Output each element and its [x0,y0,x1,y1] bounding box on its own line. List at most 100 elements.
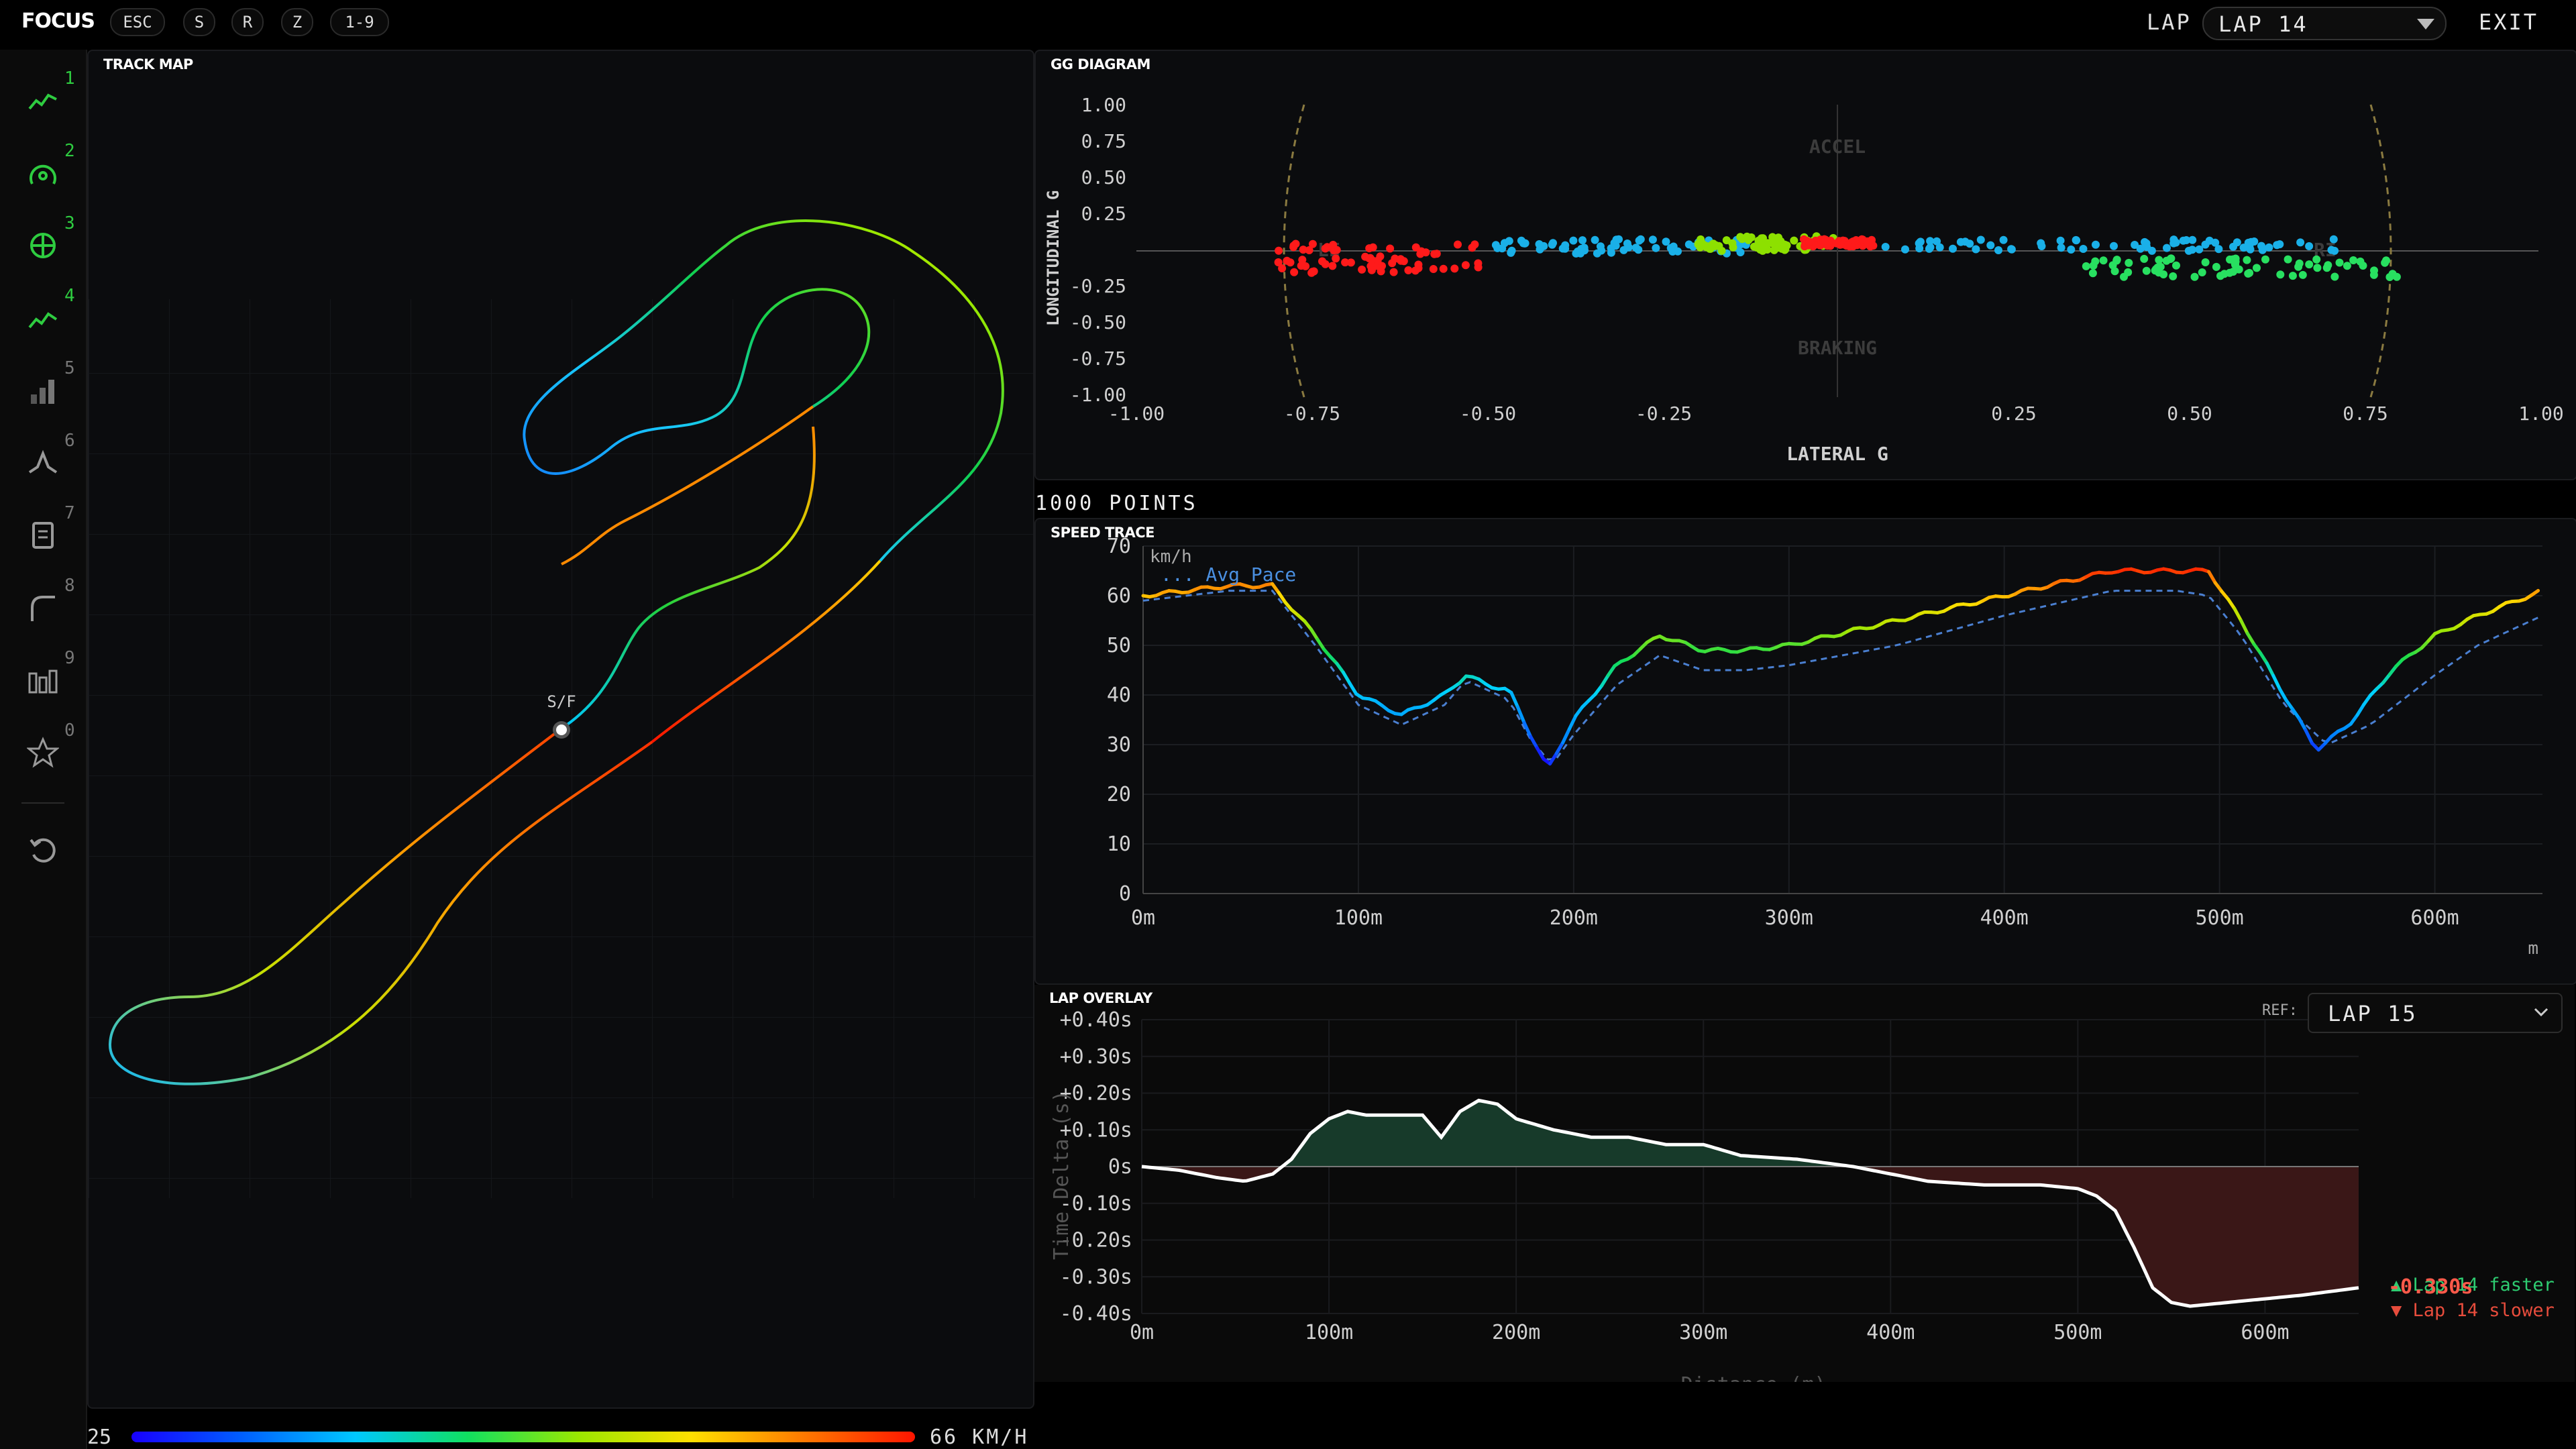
gg-point [2099,256,2108,265]
peak-icon[interactable] [27,447,59,479]
shortcut-esc[interactable]: ESC [110,8,165,36]
crosshair-icon[interactable] [27,229,59,262]
gg-point [1674,247,1682,256]
gg-point [2092,240,2100,249]
shortcut-r[interactable]: R [231,8,264,36]
speed-segment [1529,735,1539,750]
gg-point [2108,261,2117,270]
gg-point [2057,244,2065,252]
speed-unit-label: km/h [1150,547,1192,567]
lap-overlay-chart[interactable]: +0.40s +0.30s +0.20s +0.10s 0s -0.10s -0… [1034,985,2575,1382]
gg-point [2172,261,2180,270]
speed-segment [1348,682,1358,696]
line-chart-icon[interactable] [27,85,59,117]
gg-y-tick: -0.75 [1070,347,1126,370]
gg-y-tick: -0.25 [1070,275,1126,297]
gg-point [1439,264,1448,273]
gg-point [1933,237,1941,246]
undo-icon[interactable] [27,835,59,867]
gg-point [1935,243,1944,252]
speed-x-tick: 500m [2195,906,2243,930]
speed-segment [1509,690,1519,709]
shortcut-z[interactable]: Z [281,8,313,36]
gg-point [1520,239,1529,248]
speed-y-tick: 10 [1107,833,1131,856]
track-map-panel: TRACK MAP [87,50,1034,1409]
shortcut-s[interactable]: S [183,8,215,36]
gg-point [2179,236,2188,245]
speed-segment [1554,741,1565,755]
ref-label: REF: [2262,1002,2298,1019]
speed-trace-chart[interactable]: km/h ... Avg Pace 70 60 50 40 30 20 10 0… [1036,519,2576,983]
sidebar-num-5: 5 [64,358,75,378]
gg-point [2112,256,2121,264]
sidebar-num-3: 3 [64,213,75,233]
speed-segment [2239,619,2249,635]
gg-point [2079,245,2088,253]
gg-point [1577,245,1586,253]
gg-point [1754,236,1763,245]
gg-point [2089,262,2098,270]
speed-segment [2381,673,2392,685]
avg-pace-line [1142,590,2539,761]
gg-point [1976,235,1985,244]
sidebar-num-7: 7 [64,503,75,523]
star-icon[interactable] [27,737,59,769]
ref-lap-select[interactable]: LAP 15 [2308,993,2563,1033]
corner-icon[interactable] [27,592,59,624]
gg-x-tick: 0.25 [1991,402,2036,425]
speed-y-tick: 60 [1107,584,1131,608]
gg-point [2125,258,2133,267]
overlay-x-tick: 200m [1492,1321,1540,1344]
gg-point [1593,249,1601,258]
gg-accel-label: ACCEL [1809,136,1866,158]
gg-point [2212,262,2220,271]
gg-point [1450,264,1459,273]
gg-point [1275,246,1283,255]
overlay-y-tick: +0.40s [1060,1008,1132,1032]
gg-point [1986,241,1995,250]
columns-icon[interactable] [27,664,59,696]
speed-segment [2213,581,2224,594]
shortcut-1-9[interactable]: 1-9 [330,8,389,36]
gg-point [1916,237,1925,246]
speed-segment [1561,727,1571,745]
speed-y-tick: 20 [1107,783,1131,806]
gg-point [1493,244,1502,252]
gauge-icon[interactable] [27,157,59,189]
overlay-y-ticks: +0.40s +0.30s +0.20s +0.10s 0s -0.10s -0… [1060,1008,1132,1326]
speed-segment [2362,694,2372,706]
gg-point [2082,262,2090,270]
ref-lap-value: LAP 15 [2328,1001,2418,1026]
bar-chart-icon[interactable] [27,374,59,407]
lap-select[interactable]: LAP 14 [2202,7,2447,40]
document-icon[interactable] [27,519,59,551]
gg-point [1373,256,1382,265]
speed-segment [2252,642,2263,655]
gg-point [1404,266,1413,274]
gg-point [1278,264,1287,272]
trend-icon[interactable] [27,302,59,334]
overlay-x-tick: 100m [1305,1321,1353,1344]
speed-segment [1303,619,1313,631]
exit-button[interactable]: EXIT [2479,9,2539,35]
gg-point [1377,267,1385,276]
gg-point [2253,264,2261,272]
gg-point [1652,244,1660,252]
gg-point [2169,272,2178,280]
gg-x-tick: -0.75 [1284,402,1340,425]
overlay-y-tick: -0.40s [1060,1302,1132,1326]
gg-point [2261,255,2269,264]
gg-diagram-chart[interactable]: ACCEL BRAKING RI LE 1.00 0.75 0.50 0.25 … [1036,51,2576,479]
gg-point [2171,238,2180,247]
gg-y-tick: 1.00 [1081,94,1126,116]
gg-point [1999,235,2008,244]
gg-point [1780,240,1789,249]
overlay-x-tick: 300m [1679,1321,1727,1344]
gg-y-tick: -0.50 [1070,311,1126,333]
track-map[interactable]: S/F [89,51,1033,1407]
gg-point [2295,259,2304,268]
speed-segment [1271,582,1281,594]
lap-overlay-title: LAP OVERLAY [1049,990,1152,1006]
speed-x-tick: 300m [1765,906,1813,930]
